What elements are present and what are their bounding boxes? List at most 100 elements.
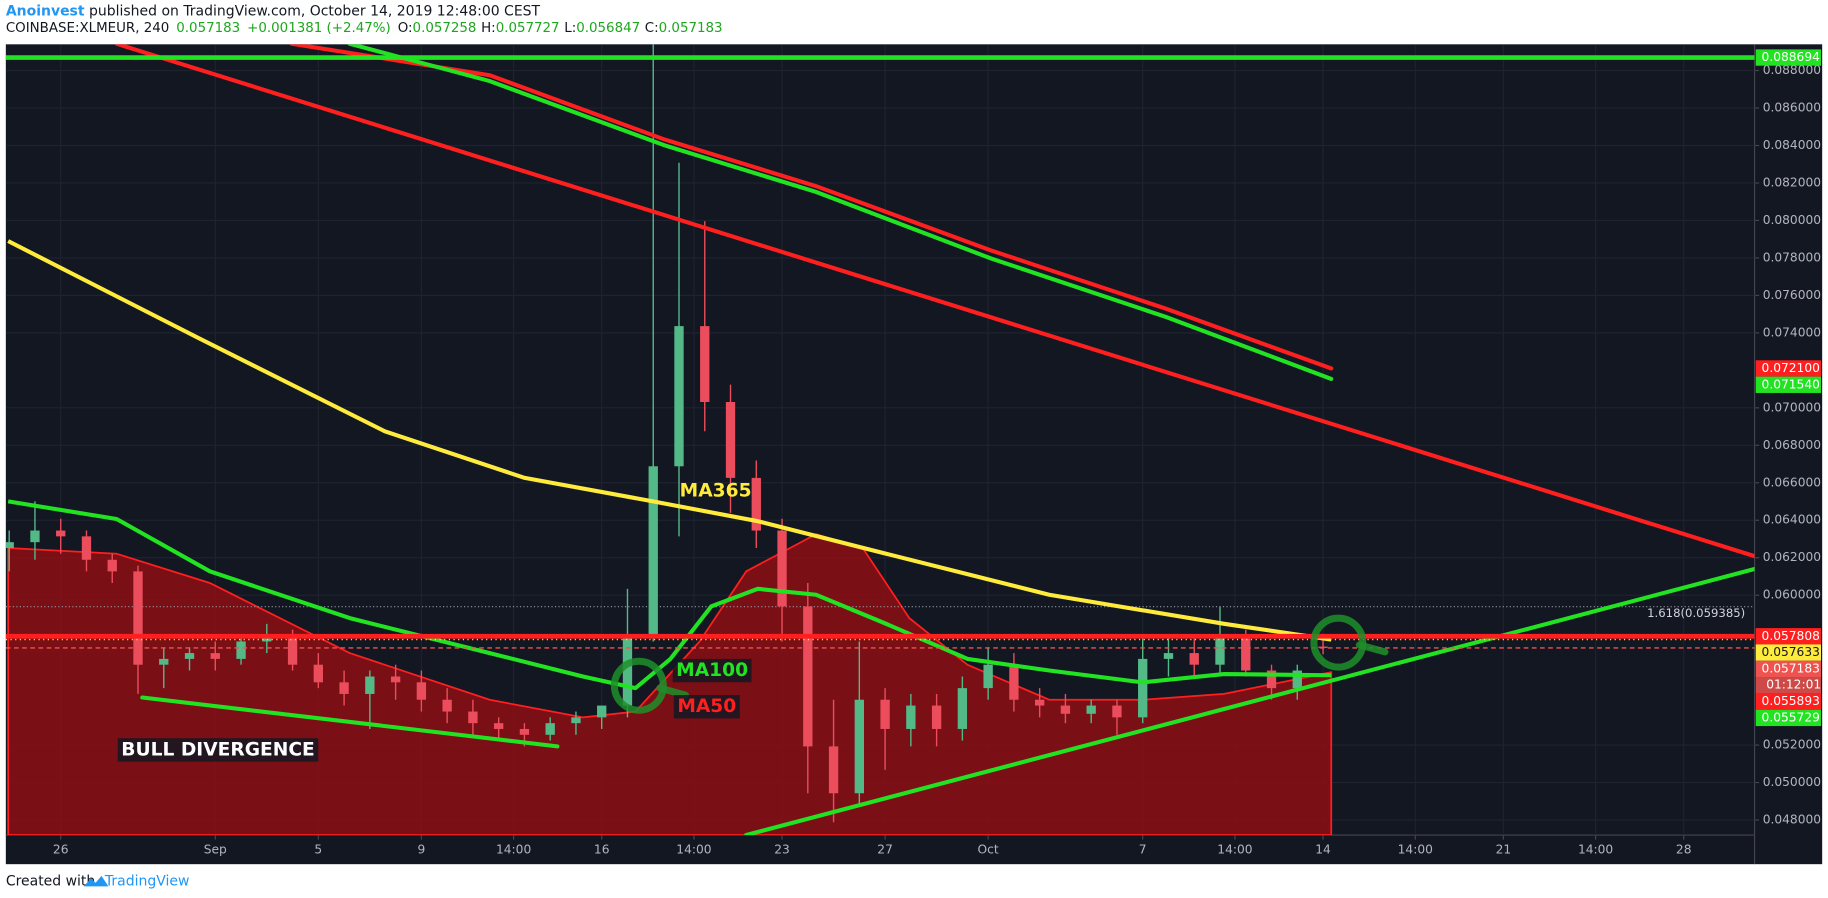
candle-body	[1138, 658, 1148, 718]
x-tick-label: 16	[594, 843, 610, 857]
ohlc-label: O:	[398, 21, 413, 36]
price-label-bg	[1755, 693, 1822, 710]
symbol: COINBASE:XLMEUR, 240	[6, 21, 169, 36]
annotation-bg	[117, 738, 319, 762]
time-axis	[5, 835, 1755, 865]
last-price: 0.057183	[176, 21, 240, 36]
candle-body	[107, 559, 117, 572]
candle-body	[1060, 705, 1071, 714]
candle-body	[1292, 670, 1302, 689]
highlight-tail	[656, 684, 689, 699]
trend-line	[347, 44, 1334, 381]
x-tick-label: 14	[1315, 843, 1331, 857]
y-tick-label: 0.078000	[1763, 250, 1821, 264]
x-tick-label: 26	[53, 843, 69, 857]
candle-body	[56, 530, 66, 537]
candle-body	[751, 477, 761, 531]
candle-body	[1318, 646, 1328, 648]
plot	[5, 44, 1755, 836]
candle-body	[1035, 699, 1045, 706]
candle-body	[1112, 705, 1122, 718]
publish-line: Anoinvest published on TradingView.com, …	[6, 4, 541, 20]
price-label: 0.055729	[1762, 710, 1820, 724]
trend-line	[140, 695, 560, 749]
footer-brand[interactable]: TradingView	[104, 874, 189, 890]
symbol-line: COINBASE:XLMEUR, 240 0.057183 +0.001381 (+…	[6, 21, 723, 36]
countdown-bg	[1755, 677, 1822, 694]
price-label: 0.071540	[1762, 377, 1820, 391]
x-tick-label: 23	[774, 843, 790, 857]
y-tick-label: 0.064000	[1763, 513, 1821, 527]
x-tick-label: 27	[877, 843, 893, 857]
candle-body	[81, 536, 92, 560]
candle-body	[1086, 705, 1096, 714]
y-tick-label: 0.068000	[1763, 438, 1821, 452]
price-label: 0.088694	[1762, 50, 1821, 64]
candle-body	[983, 664, 993, 689]
price-label-bg	[1755, 376, 1822, 393]
y-tick-label: 0.074000	[1763, 325, 1821, 339]
y-tick-label: 0.062000	[1763, 550, 1821, 564]
countdown: 01:12:01	[1766, 678, 1821, 692]
ohlc-value: 0.057727	[496, 21, 560, 36]
candle-body	[545, 723, 555, 735]
candle-body	[957, 688, 968, 729]
ohlc-label: C:	[645, 21, 659, 36]
trend-line	[289, 44, 1334, 371]
candle-body	[725, 402, 736, 478]
x-tick-label: 14:00	[496, 843, 531, 857]
candle-body	[880, 699, 890, 729]
trend-line	[114, 44, 1755, 559]
price-label: 0.057808	[1762, 629, 1820, 643]
candle-body	[777, 530, 787, 607]
ohlc-value: 0.056847	[576, 21, 640, 36]
x-tick-label: 14:00	[1217, 843, 1252, 857]
highlight-tail	[1355, 641, 1389, 656]
x-tick-label: 9	[417, 843, 425, 857]
x-tick-label: 21	[1496, 843, 1512, 857]
price-axis	[1754, 44, 1823, 865]
candle-body	[416, 682, 427, 700]
candle-body	[5, 542, 14, 548]
ohlc-value: 0.057258	[413, 21, 477, 36]
candle-body	[468, 711, 478, 724]
brand-logo	[83, 875, 109, 887]
ma-line	[7, 499, 1332, 691]
candle-body	[828, 746, 839, 794]
y-tick-label: 0.080000	[1763, 213, 1821, 227]
y-tick-label: 0.070000	[1763, 400, 1821, 414]
price-label: 0.072100	[1762, 361, 1820, 375]
change: +0.001381 (+2.47%)	[247, 21, 391, 36]
candle-body	[648, 466, 658, 636]
series-label: MA100	[676, 660, 748, 681]
price-label: 0.057633	[1762, 645, 1820, 659]
candle-body	[1189, 653, 1199, 665]
candle-body	[1266, 670, 1277, 689]
candle-body	[1241, 635, 1251, 671]
candle-body	[184, 653, 195, 659]
x-tick-label: Oct	[978, 843, 999, 857]
ohlc-label: H:	[481, 21, 496, 36]
candle-body	[571, 717, 581, 724]
candle-body	[674, 326, 684, 467]
candle-body	[597, 705, 607, 718]
annotation: BULL DIVERGENCE	[121, 739, 315, 760]
candle-body	[931, 705, 942, 729]
y-tick-label: 0.088000	[1763, 63, 1821, 77]
y-tick-label: 0.060000	[1763, 588, 1821, 602]
candle-body	[519, 728, 530, 735]
x-tick-label: 7	[1139, 843, 1147, 857]
y-tick-label: 0.082000	[1763, 175, 1821, 189]
x-tick-label: 14:00	[676, 843, 711, 857]
candle-body	[803, 606, 813, 747]
author[interactable]: Anoinvest	[6, 4, 85, 20]
price-label-bg	[1755, 709, 1822, 727]
candle-body	[159, 658, 169, 665]
price-label-bg	[1755, 360, 1822, 377]
candle-body	[210, 653, 220, 659]
price-label-bg	[1755, 644, 1822, 661]
series-label: MA365	[680, 480, 752, 501]
ohlc-label: L:	[564, 21, 576, 36]
price-label: 0.057183	[1762, 661, 1820, 675]
